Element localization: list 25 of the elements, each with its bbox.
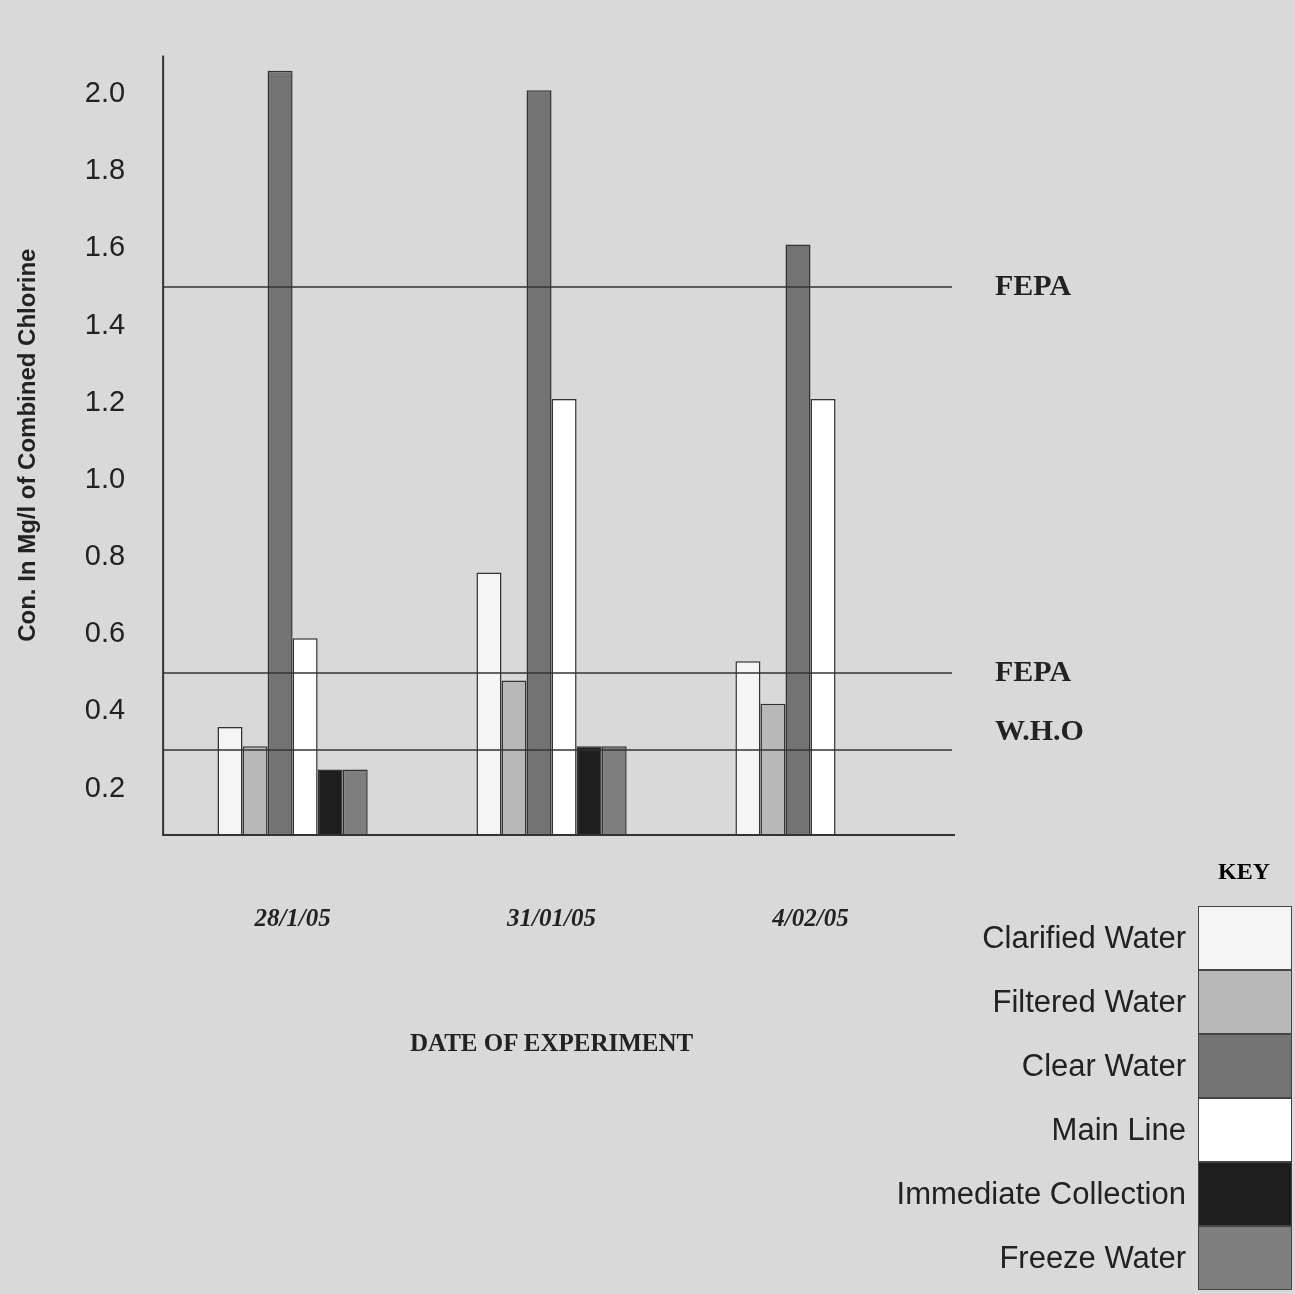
legend-label: Immediate Collection — [896, 1176, 1186, 1212]
y-tick-label: 1.6 — [84, 230, 126, 263]
y-tick-label: 0.8 — [84, 539, 126, 572]
y-tick-label: 1.2 — [84, 384, 126, 417]
legend-label: Main Line — [1051, 1112, 1186, 1148]
y-tick-label: 2.0 — [84, 75, 126, 108]
legend-label: Filtered Water — [992, 984, 1186, 1020]
y-tick-label: 1.8 — [84, 153, 126, 186]
ref-line-label: W.H.O — [995, 712, 1084, 746]
y-axis-title: Con. In Mg/l of Combined Chlorine — [13, 248, 41, 642]
legend-label: Clear Water — [1021, 1048, 1186, 1084]
ref-line-label: FEPA — [995, 653, 1072, 687]
ref-line-label: FEPA — [995, 267, 1072, 301]
x-tick-label: 4/02/05 — [771, 904, 849, 932]
legend-title: KEY — [1217, 858, 1270, 886]
x-tick-label: 28/1/05 — [253, 904, 331, 932]
legend-label: Freeze Water — [999, 1240, 1186, 1276]
y-tick-label: 1.4 — [84, 307, 126, 340]
y-tick-label: 0.6 — [84, 616, 126, 649]
legend-label: Clarified Water — [982, 920, 1186, 956]
y-tick-label: 0.2 — [84, 770, 126, 803]
y-tick-label: 0.4 — [84, 693, 126, 726]
y-tick-label: 1.0 — [84, 461, 126, 494]
x-axis-title: DATE OF EXPERIMENT — [409, 1029, 694, 1057]
x-tick-label: 31/01/05 — [506, 904, 597, 932]
